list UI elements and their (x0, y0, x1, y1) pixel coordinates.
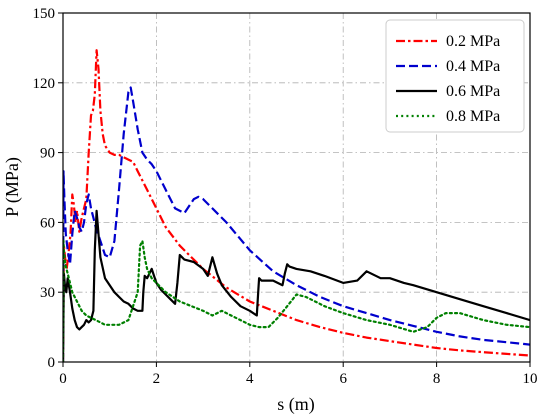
series-line-1 (63, 49, 530, 362)
y-axis-label: P (MPa) (2, 157, 23, 217)
y-tick-label: 30 (40, 285, 55, 301)
series-group (63, 49, 530, 362)
plot-frame (62, 12, 531, 363)
x-tick-label: 4 (246, 371, 254, 387)
legend-label-2: 0.4 MPa (446, 58, 500, 75)
legend: 0.2 MPa 0.4 MPa 0.6 MPa 0.8 MPa (385, 19, 525, 133)
x-tick-label: 8 (433, 371, 441, 387)
x-tick-label: 10 (523, 371, 538, 387)
y-tick-label: 120 (33, 76, 56, 92)
series-line-4 (63, 239, 530, 362)
legend-label-4: 0.8 MPa (446, 108, 500, 125)
series-line-3 (63, 209, 530, 362)
series-line-2 (63, 86, 530, 362)
ticks: 0 2 4 6 8 10 0 30 60 90 120 150 (33, 6, 538, 387)
y-tick-label: 90 (40, 146, 55, 162)
y-tick-label: 150 (33, 6, 56, 22)
legend-entries: 0.2 MPa 0.4 MPa 0.6 MPa 0.8 MPa (396, 33, 500, 125)
x-axis-label: s (m) (277, 394, 315, 415)
legend-label-3: 0.6 MPa (446, 83, 500, 100)
x-tick-label: 0 (59, 371, 67, 387)
legend-label-1: 0.2 MPa (446, 33, 500, 50)
x-tick-label: 2 (153, 371, 161, 387)
y-tick-label: 0 (48, 355, 56, 371)
x-tick-label: 6 (339, 371, 347, 387)
y-tick-label: 60 (40, 215, 55, 231)
legend-box (385, 19, 525, 133)
